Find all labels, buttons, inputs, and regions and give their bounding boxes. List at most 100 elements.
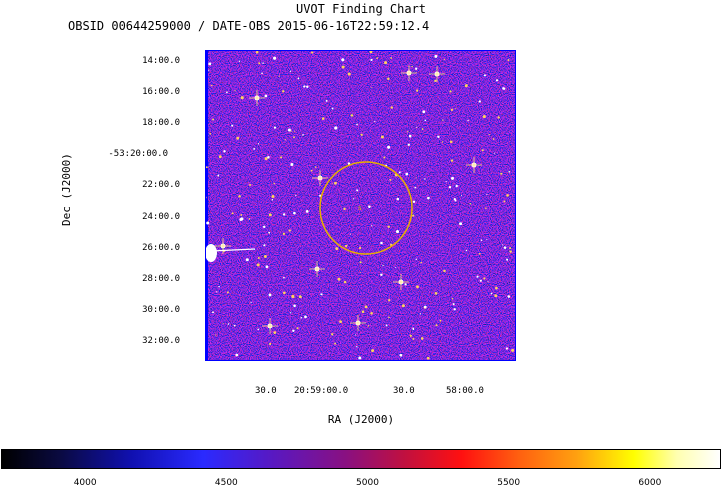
star-point — [356, 189, 359, 192]
star-point — [450, 108, 454, 111]
star-point — [282, 232, 286, 236]
star-point — [465, 249, 468, 252]
colorbar-tick-label: 5500 — [497, 478, 521, 488]
star-point — [304, 315, 307, 319]
star-point — [218, 285, 220, 288]
star-point — [300, 316, 303, 319]
star-point — [233, 324, 236, 327]
star-point — [368, 205, 371, 208]
star-point — [273, 331, 277, 334]
star-point — [240, 96, 244, 100]
star-point — [411, 65, 413, 68]
star-point — [212, 311, 214, 314]
star-point — [339, 320, 342, 323]
star-point — [451, 297, 454, 300]
star-point — [389, 178, 392, 181]
chart-title: UVOT Finding Chart — [295, 2, 427, 16]
star-point — [280, 156, 283, 159]
star-point — [507, 59, 510, 61]
star-point — [209, 133, 212, 135]
star-point — [291, 294, 295, 299]
star-point — [395, 266, 397, 269]
star-point — [506, 258, 509, 261]
star-point — [390, 57, 392, 59]
colorbar-tick-label: 6000 — [638, 478, 662, 488]
star-point — [448, 186, 452, 189]
star-point — [415, 177, 417, 179]
star-point — [414, 186, 417, 189]
star-point — [467, 119, 469, 122]
star-point — [483, 277, 486, 280]
star-point — [267, 156, 270, 159]
star-point — [388, 299, 391, 302]
star-point — [257, 143, 260, 145]
star-point — [273, 56, 277, 60]
star-point — [503, 200, 506, 203]
star-point — [374, 120, 376, 123]
star-point — [341, 65, 345, 69]
frame-left-edge — [205, 50, 208, 361]
star-point — [211, 84, 213, 87]
star-point — [455, 184, 458, 188]
star-point — [293, 136, 295, 139]
star-point — [226, 91, 228, 94]
star-point — [282, 291, 286, 295]
star-point — [409, 334, 412, 337]
star-point — [370, 58, 373, 62]
star-point — [422, 110, 426, 114]
star-point — [235, 353, 239, 357]
star-point — [405, 172, 409, 176]
star-point — [449, 90, 452, 93]
x-tick-label: 58:00.0 — [446, 386, 484, 396]
star-point — [271, 198, 274, 201]
star-point — [352, 198, 355, 200]
star-point — [427, 196, 430, 200]
star-point — [494, 294, 498, 298]
star-point — [262, 225, 266, 229]
star-point — [331, 183, 333, 185]
star-point — [370, 87, 372, 89]
source-streak — [210, 248, 256, 252]
star-point — [347, 72, 351, 76]
y-tick-label: 24:00.0 — [142, 211, 180, 222]
star-point — [239, 218, 243, 221]
star-point — [297, 77, 300, 80]
star-point — [358, 246, 362, 250]
star-point — [388, 316, 390, 319]
star-point — [449, 140, 453, 144]
star-point — [282, 90, 285, 93]
star-point — [208, 69, 210, 71]
star-point — [420, 261, 422, 264]
star-point — [389, 243, 393, 246]
star-point — [325, 99, 328, 102]
star-point — [453, 308, 456, 311]
star-point — [478, 100, 481, 103]
star-point — [290, 162, 294, 167]
star-point — [439, 319, 442, 322]
star-point — [295, 194, 297, 197]
star-point — [231, 124, 234, 127]
star-point — [482, 115, 486, 119]
colorbar-tick-label: 5000 — [356, 478, 379, 488]
target-marker-label: s — [358, 204, 362, 212]
star-point — [257, 328, 260, 331]
star-point — [268, 231, 271, 234]
star-point — [356, 123, 358, 126]
star-point — [356, 346, 358, 348]
colorbar — [1, 449, 721, 469]
star-point — [248, 218, 251, 220]
star-point — [495, 286, 498, 290]
star-point — [256, 263, 260, 267]
star-point — [268, 293, 272, 297]
star-point — [305, 209, 309, 213]
star-point — [223, 150, 226, 153]
star-point — [334, 342, 337, 345]
star-field — [205, 50, 515, 360]
star-point — [478, 252, 481, 255]
star-point — [306, 85, 309, 89]
star-point — [408, 134, 412, 138]
star-point — [296, 327, 299, 330]
star-point — [215, 334, 217, 336]
star-point — [344, 244, 348, 248]
x-tick-label: 20:59:00.0 — [294, 386, 349, 396]
